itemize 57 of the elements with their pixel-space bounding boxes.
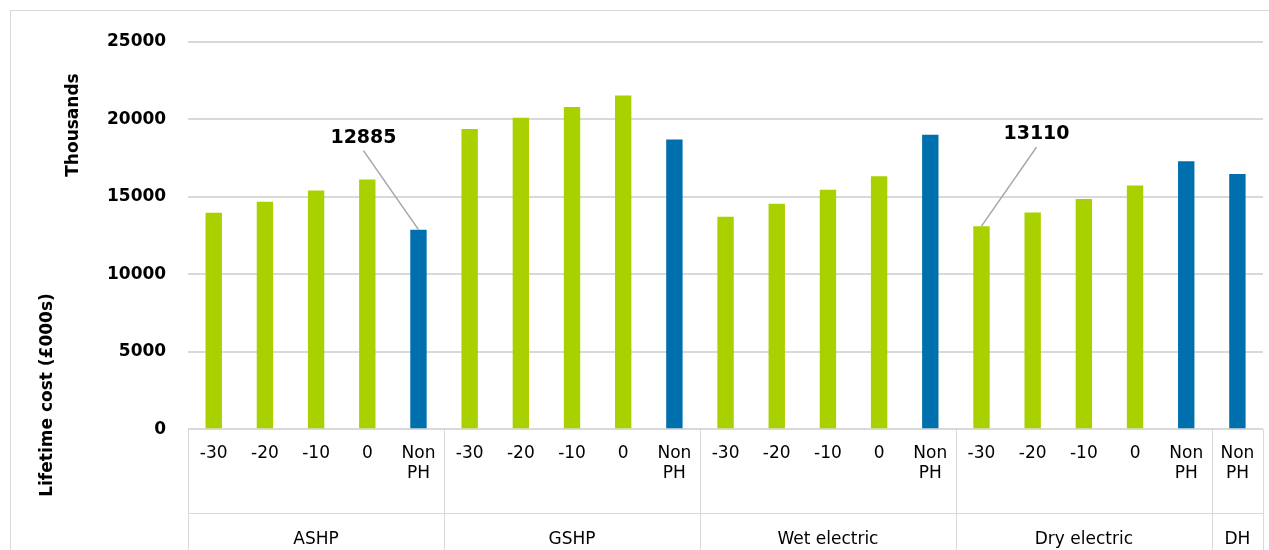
bar xyxy=(307,190,325,429)
text: Dry electric xyxy=(1034,528,1133,548)
bar xyxy=(768,203,785,429)
x-tick-label: 0 xyxy=(361,441,373,462)
x-tick-label: -20 xyxy=(251,441,279,462)
x-tick-label: Non PH xyxy=(1169,441,1204,483)
x-tick-label: -30 xyxy=(967,441,996,462)
y-tick-label: 15000 xyxy=(106,185,167,206)
text: ASHP xyxy=(293,528,339,548)
bar xyxy=(410,229,427,429)
bar xyxy=(1178,161,1195,429)
bar xyxy=(870,176,888,429)
bar xyxy=(359,179,376,429)
x-tick-label: Non PH xyxy=(657,441,692,483)
bar xyxy=(819,189,837,429)
text: DH xyxy=(1224,528,1251,548)
x-tick-label: -20 xyxy=(506,441,535,462)
y-tick-label: 0 xyxy=(154,417,167,438)
x-tick-label: -20 xyxy=(1018,441,1047,462)
x-tick-label: -20 xyxy=(762,441,791,462)
bar xyxy=(615,95,632,429)
x-tick-label: -30 xyxy=(711,441,740,462)
x-tick-label: -10 xyxy=(814,441,842,462)
bar xyxy=(717,216,734,429)
bar xyxy=(666,139,683,429)
y-tick-label: 20000 xyxy=(106,107,167,128)
y-tick-label: 5000 xyxy=(118,340,167,361)
bar xyxy=(1024,212,1041,429)
x-tick-label: 0 xyxy=(617,441,629,462)
y-tick-label: 25000 xyxy=(106,30,167,51)
text: Wet electric xyxy=(777,528,879,548)
x-tick-label: Non PH xyxy=(1220,441,1255,483)
x-tick-label: -30 xyxy=(455,441,484,462)
bar xyxy=(1126,185,1144,429)
bar xyxy=(461,128,478,429)
bar xyxy=(256,201,274,429)
x-tick-label: -10 xyxy=(558,441,586,462)
x-tick-label: 0 xyxy=(873,441,885,462)
bar xyxy=(512,117,530,429)
x-tick-label: Non PH xyxy=(401,441,436,483)
bar xyxy=(563,106,581,429)
bar xyxy=(973,226,990,429)
data-label: 13110 xyxy=(1003,121,1070,144)
x-tick-label: Non PH xyxy=(913,441,948,483)
y-axis-title: Lifetime cost (£000s) xyxy=(36,293,56,497)
x-tick-label: -10 xyxy=(1069,441,1098,462)
x-tick-label: 0 xyxy=(1129,441,1141,462)
bar xyxy=(205,212,222,429)
x-tick-label: -10 xyxy=(302,441,330,462)
text: Thousands xyxy=(62,73,82,177)
bar xyxy=(1075,199,1093,429)
x-tick-label: -30 xyxy=(199,441,228,462)
bar xyxy=(922,134,939,429)
bar xyxy=(1229,173,1246,429)
data-label: 12885 xyxy=(330,124,397,147)
text: GSHP xyxy=(548,528,596,548)
y-tick-label: 10000 xyxy=(106,262,167,283)
